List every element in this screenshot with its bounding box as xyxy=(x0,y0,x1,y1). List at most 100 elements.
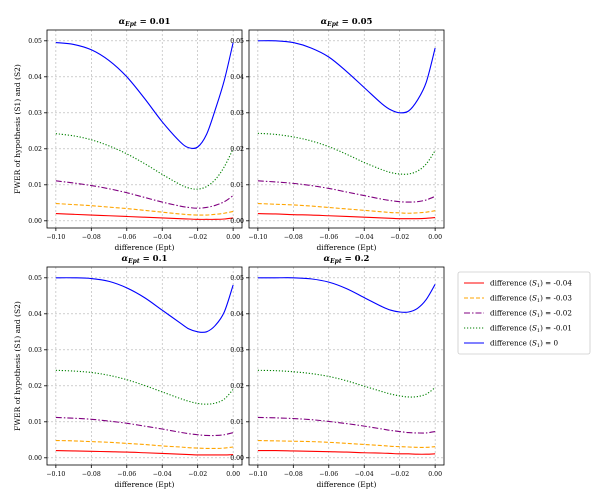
x-tick-label: −0.10 xyxy=(248,234,267,241)
series-line-1 xyxy=(257,450,436,455)
legend: difference (S1) = -0.04 difference (S1) =… xyxy=(457,271,591,355)
series-line-5 xyxy=(55,42,234,150)
y-tick-label: 0.03 xyxy=(230,110,244,117)
series-line-4 xyxy=(257,369,436,398)
x-tick-label: −0.06 xyxy=(319,234,338,241)
y-tick-label: 0.02 xyxy=(28,383,42,390)
x-tick-label: −0.06 xyxy=(319,471,338,478)
y-tick-label: 0.02 xyxy=(28,146,42,153)
x-axis-label: difference (Ept) xyxy=(115,243,175,252)
subplot-title: αEpt = 0.1 xyxy=(122,254,168,265)
y-tick-label: 0.00 xyxy=(230,218,244,225)
subplot-title: αEpt = 0.01 xyxy=(119,17,171,28)
series-line-5 xyxy=(257,40,436,114)
y-tick-label: 0.03 xyxy=(28,347,42,354)
subplot-3: −0.10 −0.08 −0.06 −0.04 −0.02 0.00 0.00 0.01 0.0… xyxy=(13,254,243,489)
series-line-3 xyxy=(55,180,234,209)
y-tick-label: 0.02 xyxy=(230,383,244,390)
y-tick-label: 0.04 xyxy=(230,311,244,318)
y-axis-label: FWER of hypothesis (S1) and (S2) xyxy=(13,64,22,194)
x-tick-label: −0.10 xyxy=(46,234,65,241)
title-alpha: α xyxy=(122,254,129,264)
y-tick-label: 0.00 xyxy=(28,218,42,225)
y-tick-label: 0.01 xyxy=(230,419,244,426)
x-tick-label: −0.02 xyxy=(390,234,409,241)
series-line-4 xyxy=(55,133,234,190)
y-axis-label: FWER of hypothesis (S1) and (S2) xyxy=(13,301,22,431)
legend-label: difference (S1) = -0.04 xyxy=(490,279,572,290)
x-tick-label: −0.04 xyxy=(153,234,172,241)
axes-frame xyxy=(248,266,445,466)
x-tick-label: −0.04 xyxy=(355,234,374,241)
title-value: = 0.01 xyxy=(137,17,171,27)
x-tick-label: −0.06 xyxy=(117,234,136,241)
subplot-2: −0.10 −0.08 −0.06 −0.04 −0.02 0.00 0.00 0.01 0.0… xyxy=(230,17,445,252)
panels: −0.10 −0.08 −0.06 −0.04 −0.02 0.00 0.00 0.01 0.0… xyxy=(13,17,445,489)
x-tick-label: −0.02 xyxy=(390,471,409,478)
x-tick-label: −0.06 xyxy=(117,471,136,478)
x-tick-label: −0.08 xyxy=(284,234,303,241)
axes-frame xyxy=(46,29,243,229)
series-line-1 xyxy=(55,450,234,456)
series-line-2 xyxy=(55,439,234,450)
title-alpha: α xyxy=(324,254,331,264)
x-tick-label: −0.04 xyxy=(153,471,172,478)
series-line-1 xyxy=(257,213,436,220)
legend-box xyxy=(457,271,591,355)
x-tick-label: −0.02 xyxy=(188,234,207,241)
series-line-2 xyxy=(257,439,436,448)
x-tick-label: 0.00 xyxy=(226,234,240,241)
y-tick-label: 0.05 xyxy=(28,38,42,45)
y-tick-label: 0.01 xyxy=(230,182,244,189)
axes-frame xyxy=(248,29,445,229)
series-line-5 xyxy=(257,277,436,313)
title-value: = 0.1 xyxy=(140,254,168,264)
legend-label: difference (S1) = -0.02 xyxy=(490,309,572,320)
series-line-2 xyxy=(257,202,436,214)
series-line-3 xyxy=(55,416,234,437)
title-subscript: Ept xyxy=(124,21,137,28)
y-tick-label: 0.05 xyxy=(230,275,244,282)
series-line-3 xyxy=(257,416,436,434)
y-tick-label: 0.03 xyxy=(230,347,244,354)
series-line-1 xyxy=(55,213,234,220)
y-tick-label: 0.05 xyxy=(28,275,42,282)
x-axis-label: difference (Ept) xyxy=(115,480,175,489)
subplot-title: αEpt = 0.05 xyxy=(321,17,373,28)
series-line-5 xyxy=(55,277,234,333)
x-tick-label: 0.00 xyxy=(428,471,442,478)
x-axis-label: difference (Ept) xyxy=(317,480,377,489)
series-line-4 xyxy=(55,369,234,405)
y-tick-label: 0.00 xyxy=(28,455,42,462)
x-tick-label: −0.10 xyxy=(46,471,65,478)
x-tick-label: 0.00 xyxy=(226,471,240,478)
x-tick-label: −0.08 xyxy=(82,234,101,241)
series-line-4 xyxy=(257,132,436,175)
subplot-title: αEpt = 0.2 xyxy=(324,254,370,265)
x-tick-label: −0.02 xyxy=(188,471,207,478)
title-alpha: α xyxy=(119,17,126,27)
x-tick-label: −0.04 xyxy=(355,471,374,478)
title-subscript: Ept xyxy=(329,258,342,265)
x-tick-label: 0.00 xyxy=(428,234,442,241)
series-line-2 xyxy=(55,202,234,216)
y-tick-label: 0.01 xyxy=(28,182,42,189)
y-tick-label: 0.04 xyxy=(28,311,42,318)
y-tick-label: 0.04 xyxy=(230,74,244,81)
title-value: = 0.2 xyxy=(342,254,370,264)
subplot-4: −0.10 −0.08 −0.06 −0.04 −0.02 0.00 0.00 0.01 0.0… xyxy=(230,254,445,489)
subplot-1: −0.10 −0.08 −0.06 −0.04 −0.02 0.00 0.00 0.01 0.0… xyxy=(13,17,243,252)
x-tick-label: −0.08 xyxy=(284,471,303,478)
title-value: = 0.05 xyxy=(339,17,373,27)
legend-label: difference (S1) = 0 xyxy=(490,339,558,350)
legend-label: difference (S1) = -0.01 xyxy=(490,324,572,335)
legend-label: difference (S1) = -0.03 xyxy=(490,294,572,305)
y-tick-label: 0.02 xyxy=(230,146,244,153)
title-subscript: Ept xyxy=(127,258,140,265)
x-tick-label: −0.10 xyxy=(248,471,267,478)
y-tick-label: 0.04 xyxy=(28,74,42,81)
y-tick-label: 0.01 xyxy=(28,419,42,426)
x-tick-label: −0.08 xyxy=(82,471,101,478)
y-tick-label: 0.03 xyxy=(28,110,42,117)
